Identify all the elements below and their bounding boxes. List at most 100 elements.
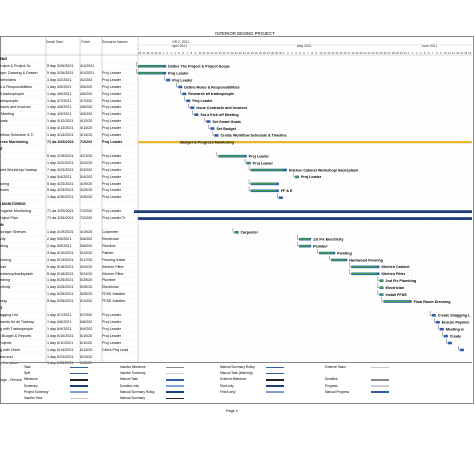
task-duration-start: 2 day 5/5/2021 <box>47 236 72 241</box>
task-name: yments for all Tradesp <box>0 319 35 324</box>
task-resource: Proj Leader <box>102 70 122 75</box>
task-duration-start <box>47 146 81 153</box>
legend-label: Start-only <box>220 383 234 388</box>
task-resource: Client,Proj Lead <box>102 347 129 352</box>
legend-label: Summary <box>24 383 38 388</box>
task-finish: 7/2/202 <box>80 216 93 221</box>
task-finish: 5/3/202 <box>80 167 93 172</box>
legend-swatch <box>70 378 88 381</box>
task-name: umbing <box>0 278 11 283</box>
task-resource <box>102 222 138 229</box>
task-resource: Proj Leader <box>102 181 122 186</box>
task-finish: 6/10/20 <box>80 333 93 338</box>
task-duration-start: 3 day 5/13/2021 <box>47 257 74 262</box>
task-name: E <box>0 291 46 298</box>
task-name: nagging List <box>0 313 18 318</box>
task-name: Project & Project Sc <box>0 63 31 68</box>
task-name: view and <box>0 354 13 359</box>
task-resource: Carpenter <box>102 230 119 234</box>
task-resource: Flooring Instal <box>102 257 126 262</box>
header-duration-start: Durati Start <box>46 40 63 44</box>
task-name: Project Plan <box>0 216 18 221</box>
legend-swatch <box>266 378 284 381</box>
legend: Task Split Milestone Summary Project Summary… <box>0 362 472 403</box>
task-resource: Proj Leader <box>102 340 122 345</box>
task-duration-start: 1 day 4/8/2021 <box>47 105 72 110</box>
task-finish: 4/13/20 <box>80 126 93 131</box>
timeline-month-label: May 2021 <box>296 43 312 48</box>
task-resource: Proj Leader <box>102 160 122 165</box>
task-name: Progress Monitoring <box>0 209 31 214</box>
task-finish: 6/11/20 <box>80 340 93 345</box>
legend-label: External Tasks <box>325 365 346 369</box>
task-name: ZZ <box>0 306 3 311</box>
task-finish: 4/29/20 <box>80 188 93 193</box>
task-finish <box>80 146 102 153</box>
task-duration-start: 1 day 6/23/2021 <box>47 354 74 359</box>
task-resource <box>102 201 138 208</box>
task-resource: FF&E Installer <box>102 299 126 304</box>
task-finish: 5/25/20 <box>80 292 93 297</box>
task-duration-start: 5 day 5/18/2021 <box>47 271 74 276</box>
task-duration-start: 5 day 4/23/2021 <box>47 188 74 193</box>
task-duration-start: 1 day 6/11/2021 <box>47 340 74 345</box>
task-finish: 4/2/202 <box>80 77 93 82</box>
task-resource: Electrician <box>102 285 120 290</box>
task-finish <box>80 56 102 63</box>
task-duration-start: 2 day 5/5/2021 <box>47 243 72 248</box>
task-duration-start: 5 day 5/18/2021 <box>47 264 74 269</box>
task-resource <box>102 56 138 63</box>
task-name: es & Responsibilities <box>0 84 33 89</box>
legend-swatch <box>70 391 88 394</box>
task-finish: 4/30/20 <box>80 195 93 200</box>
task-name: orkflow Schedule & Ti <box>0 133 34 138</box>
legend-swatch <box>70 397 88 400</box>
task-finish <box>80 305 102 312</box>
task-duration-start: 3 day 5/10/2021 <box>47 250 74 255</box>
task-name: ricity <box>0 236 6 241</box>
task-resource <box>102 354 138 361</box>
task-duration-start: 1 day 6/14/2021 <box>47 347 74 352</box>
header-resource-names: Resource Names <box>102 40 128 44</box>
legend-swatch <box>70 385 88 387</box>
task-resource: Proj Leader <box>102 98 122 103</box>
task-name <box>0 174 46 181</box>
task-duration-start: 71 da 3/26/2021 <box>47 216 74 221</box>
task-name: cope, Drawing & Drawin <box>0 70 38 75</box>
task-resource: Proj Leader <box>102 77 122 82</box>
task-name: t <box>0 125 46 132</box>
task-resource: Proj Leader <box>102 133 122 138</box>
legend-swatch <box>70 366 88 369</box>
task-finish: 6/8/202 <box>80 319 93 324</box>
task-name: ectricity <box>0 285 11 290</box>
task-duration-start: 1 day 5/4/2021 <box>47 174 72 179</box>
legend-label: Split <box>24 371 31 376</box>
task-resource: Proj Leader <box>102 326 122 331</box>
task-resource: Proj Leader,Tr <box>102 216 126 221</box>
legend-label: Manual Summary Rollup <box>120 389 155 394</box>
task-duration-start: 71 da 3/26/2021 <box>47 140 74 145</box>
task-duration-start: 1 day 5/25/2021 <box>47 278 74 283</box>
task-finish: 4/9/202 <box>80 112 93 117</box>
task-duration-start: 1 day 4/13/2021 <box>47 126 74 131</box>
task-finish: 4/21/20 <box>80 153 93 158</box>
legend-swatch <box>166 385 184 387</box>
task-finish: 4/7/202 <box>80 98 93 103</box>
legend-swatch <box>371 385 389 387</box>
task-name: binet <box>0 264 6 269</box>
task-name: for the place <box>0 361 19 366</box>
task-resource: Electrician <box>102 236 120 241</box>
task-resource <box>102 146 138 153</box>
timeline-month-label: OR 2, 2021 <box>172 40 190 44</box>
legend-label: Finish-only <box>220 389 236 394</box>
timeline-month-label: June 2021 <box>421 43 438 48</box>
task-finish: 5/24/20 <box>80 271 93 276</box>
task-duration-start: 5 day 3/26/2021 <box>47 63 74 68</box>
legend-swatch <box>371 366 389 369</box>
task-finish <box>80 222 102 229</box>
legend-swatch <box>70 372 88 375</box>
task-finish: 6/23/20 <box>80 354 93 359</box>
task-name: ff Meeting <box>0 112 15 117</box>
task-finish: 6/14/20 <box>80 347 93 352</box>
task-name <box>0 250 46 257</box>
